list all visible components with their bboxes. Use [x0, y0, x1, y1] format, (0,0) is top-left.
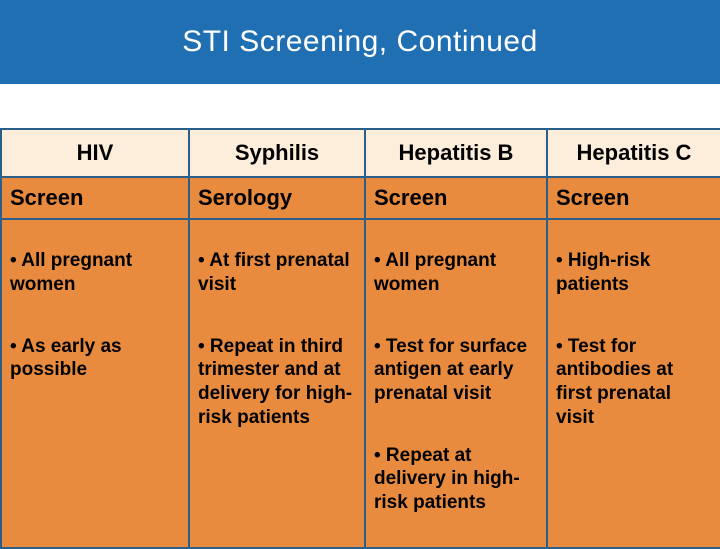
subheader-cell: Serology: [189, 177, 365, 219]
col-header-hepb: Hepatitis B: [365, 129, 547, 177]
col-header-hepc: Hepatitis C: [547, 129, 720, 177]
bullet-item: • As early as possible: [10, 335, 180, 383]
subheader-cell: Screen: [365, 177, 547, 219]
bullet-cell: • All pregnant women • Test for surface …: [365, 219, 547, 548]
bullet-cell: • High-risk patients • Test for antibodi…: [547, 219, 720, 548]
screening-table-container: HIV Syphilis Hepatitis B Hepatitis C Scr…: [0, 128, 720, 549]
table-header-row: HIV Syphilis Hepatitis B Hepatitis C: [1, 129, 720, 177]
bullet-item: • All pregnant women: [10, 249, 180, 297]
bullet-cell: • All pregnant women • As early as possi…: [1, 219, 189, 548]
bullet-item: • Test for antibodies at first prenatal …: [556, 335, 712, 430]
bullet-cell: • At first prenatal visit • Repeat in th…: [189, 219, 365, 548]
bullet-item: • All pregnant women: [374, 249, 538, 297]
col-header-syphilis: Syphilis: [189, 129, 365, 177]
bullet-item: • High-risk patients: [556, 249, 712, 297]
subheader-cell: Screen: [547, 177, 720, 219]
bullet-item: • Test for surface antigen at early pren…: [374, 335, 538, 406]
table-row: • All pregnant women • As early as possi…: [1, 219, 720, 548]
title-bar: STI Screening, Continued: [0, 0, 720, 84]
col-header-hiv: HIV: [1, 129, 189, 177]
table-row: Screen Serology Screen Screen: [1, 177, 720, 219]
bullet-item: • Repeat at delivery in high-risk patien…: [374, 444, 538, 515]
bullet-item: • At first prenatal visit: [198, 249, 356, 297]
bullet-item: • Repeat in third trimester and at deliv…: [198, 335, 356, 430]
page-title: STI Screening, Continued: [182, 25, 538, 59]
screening-table: HIV Syphilis Hepatitis B Hepatitis C Scr…: [0, 128, 720, 549]
subheader-cell: Screen: [1, 177, 189, 219]
